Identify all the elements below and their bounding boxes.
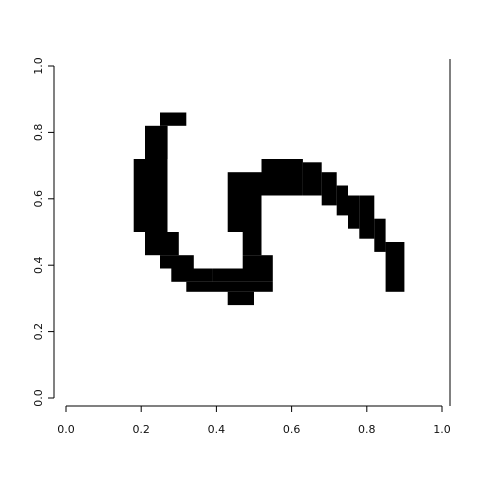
filled-cell-19 xyxy=(385,242,405,292)
y-tick-label-3: 0.6 xyxy=(32,190,45,208)
filled-cell-15 xyxy=(336,185,348,216)
y-tick-label-5: 1.0 xyxy=(32,57,45,75)
filled-cells-group xyxy=(133,112,405,306)
x-tick-label-4: 0.8 xyxy=(358,423,376,436)
y-tick-label-4: 0.8 xyxy=(32,124,45,142)
filled-cell-14 xyxy=(321,172,337,206)
x-tick-label-1: 0.2 xyxy=(132,423,150,436)
filled-cell-1 xyxy=(145,125,168,159)
y-tick-label-2: 0.4 xyxy=(32,256,45,274)
filled-cell-8 xyxy=(212,268,273,282)
filled-cell-3 xyxy=(145,232,179,256)
filled-cell-10 xyxy=(242,232,262,256)
x-tick-label-0: 0.0 xyxy=(57,423,75,436)
y-tick-label-0: 0.0 xyxy=(32,389,45,407)
filled-cell-2 xyxy=(133,159,168,232)
filled-cell-12 xyxy=(261,159,303,196)
filled-cell-11 xyxy=(227,172,262,232)
x-tick-label-2: 0.4 xyxy=(208,423,226,436)
filled-cell-0 xyxy=(160,112,187,126)
axes-group xyxy=(53,59,451,407)
filled-cell-4 xyxy=(160,255,194,269)
x-tick-label-5: 1.0 xyxy=(433,423,451,436)
filled-cell-9 xyxy=(242,255,273,269)
filled-cell-17 xyxy=(359,195,375,239)
filled-cell-5 xyxy=(171,268,213,282)
x-ticks-group: 0.0 0.2 0.4 0.6 0.8 1.0 xyxy=(57,406,451,436)
filled-cell-16 xyxy=(348,195,360,229)
y-ticks-group: 0.0 0.2 0.4 0.6 0.8 1.0 xyxy=(32,57,54,407)
x-tick-label-3: 0.6 xyxy=(283,423,301,436)
filled-cell-7 xyxy=(227,291,254,306)
filled-cell-13 xyxy=(302,162,322,196)
y-tick-label-1: 0.2 xyxy=(32,323,45,341)
filled-cell-18 xyxy=(374,218,386,252)
filled-cell-6 xyxy=(186,281,273,292)
